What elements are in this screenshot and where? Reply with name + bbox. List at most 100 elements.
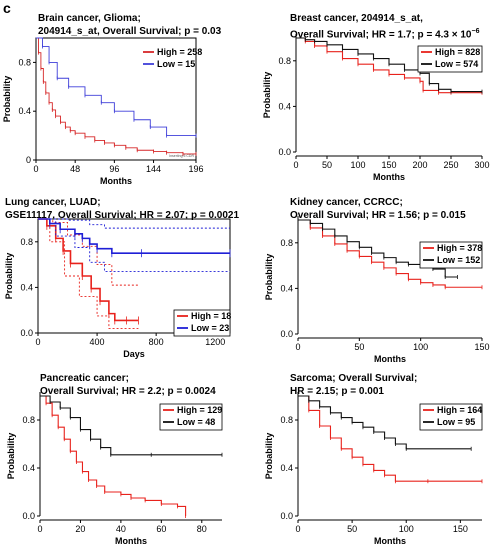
legend-box bbox=[417, 45, 483, 73]
ci-upper-line bbox=[38, 218, 230, 229]
legend: High = 164 Low = 95 bbox=[419, 403, 483, 431]
panel-title-line1: Kidney cancer, CCRCC; bbox=[290, 197, 403, 208]
km-panel-0: 0 48 96 144 196 0 0.4 0.8 Months Probability High … bbox=[2, 37, 204, 186]
panel-title-line1: Lung cancer, LUAD; bbox=[5, 197, 101, 208]
ci-lower-line bbox=[38, 218, 230, 272]
y-tick-label: 0.0 bbox=[20, 328, 33, 338]
ci-lower-line bbox=[38, 218, 139, 329]
survival-curve bbox=[298, 395, 472, 450]
x-tick-label: 50 bbox=[354, 342, 364, 352]
y-tick-label: 0.8 bbox=[20, 237, 33, 247]
legend-box bbox=[173, 309, 231, 337]
y-axis-label: Probability bbox=[2, 76, 12, 123]
x-tick-label: 0 bbox=[35, 337, 40, 347]
legend-box bbox=[159, 403, 223, 431]
survival-curve bbox=[36, 37, 196, 137]
x-tick-label: 50 bbox=[347, 524, 357, 534]
x-tick-label: 400 bbox=[90, 337, 105, 347]
panel-title-line2: GSE11117, Overall Survival; HR = 2.07; p… bbox=[5, 210, 240, 221]
survival-curve bbox=[38, 218, 139, 322]
legend: High = 129 Low = 48 bbox=[159, 403, 223, 431]
legend-label: High = 18 bbox=[191, 311, 231, 321]
legend-label: High = 164 bbox=[437, 405, 482, 415]
footnote: Inserting 5 CDR bbox=[169, 154, 194, 158]
x-tick-label: 100 bbox=[399, 524, 414, 534]
x-tick-label: 200 bbox=[412, 160, 427, 170]
legend-label: Low = 95 bbox=[437, 417, 475, 427]
y-tick-label: 0.8 bbox=[280, 238, 293, 248]
x-axis-label: Months bbox=[373, 172, 405, 182]
x-tick-label: 150 bbox=[453, 524, 468, 534]
y-tick-label: 0.4 bbox=[18, 106, 31, 116]
y-tick-label: 0.8 bbox=[280, 415, 293, 425]
y-tick-label: 0.0 bbox=[280, 329, 293, 339]
panel-title-line1: Pancreatic cancer; bbox=[40, 373, 129, 384]
x-tick-label: 150 bbox=[381, 160, 396, 170]
y-axis-label: Probability bbox=[264, 254, 274, 301]
km-panel-5: 0 50 100 150 0.0 0.4 0.8 Months Probability High … bbox=[264, 392, 483, 546]
legend-label: High = 378 bbox=[437, 243, 482, 253]
x-tick-label: 20 bbox=[75, 524, 85, 534]
panel-title-line1: Breast cancer, 204914_s_at, bbox=[290, 13, 423, 24]
panel-title-sarcoma: Sarcoma; Overall Survival; HR = 2.15; p … bbox=[290, 372, 417, 398]
x-tick-label: 0 bbox=[295, 524, 300, 534]
y-tick-label: 0.4 bbox=[20, 282, 33, 292]
x-axis-label: Months bbox=[100, 176, 132, 186]
y-tick-label: 0.0 bbox=[22, 511, 35, 521]
y-tick-label: 0.4 bbox=[280, 463, 293, 473]
x-axis-label: Months bbox=[115, 536, 147, 546]
legend: High = 828 Low = 574 bbox=[417, 45, 483, 73]
plot-frame bbox=[35, 37, 197, 161]
x-axis-label: Months bbox=[374, 354, 406, 364]
y-tick-label: 0 bbox=[26, 155, 31, 165]
y-tick-label: 0.4 bbox=[278, 101, 291, 111]
y-tick-label: 0.0 bbox=[280, 511, 293, 521]
x-axis-label: Days bbox=[123, 349, 145, 359]
legend-label: High = 828 bbox=[435, 47, 480, 57]
x-tick-label: 0 bbox=[295, 342, 300, 352]
y-tick-label: 0.4 bbox=[280, 283, 293, 293]
km-panel-3: 0 50 100 150 0.0 0.4 0.8 Months Probability High … bbox=[264, 216, 490, 364]
panel-title-breast: Breast cancer, 204914_s_at, Overall Surv… bbox=[290, 12, 479, 41]
legend-label: High = 129 bbox=[177, 405, 222, 415]
y-tick-label: 0.8 bbox=[18, 57, 31, 67]
x-tick-label: 800 bbox=[149, 337, 164, 347]
x-tick-label: 100 bbox=[413, 342, 428, 352]
panel-title-kidney: Kidney cancer, CCRCC; Overall Survival; … bbox=[290, 196, 466, 222]
x-tick-label: 50 bbox=[322, 160, 332, 170]
plot-frame bbox=[37, 218, 231, 334]
title-superscript: −6 bbox=[471, 28, 480, 35]
km-panel-2: 0 400 800 1200 0.0 0.4 0.8 Days Probability High … bbox=[4, 218, 231, 359]
x-tick-label: 0 bbox=[37, 524, 42, 534]
x-tick-label: 100 bbox=[350, 160, 365, 170]
legend-label: Low = 574 bbox=[435, 59, 478, 69]
x-axis-label: Months bbox=[374, 536, 406, 546]
legend: High = 258 Low = 15 bbox=[143, 47, 202, 69]
x-tick-label: 80 bbox=[197, 524, 207, 534]
legend: High = 378 Low = 152 bbox=[419, 241, 483, 269]
y-tick-label: 0.0 bbox=[278, 147, 291, 157]
x-tick-label: 150 bbox=[474, 342, 489, 352]
x-tick-label: 144 bbox=[146, 164, 161, 174]
x-tick-label: 0 bbox=[293, 160, 298, 170]
x-tick-label: 60 bbox=[156, 524, 166, 534]
y-axis-label: Probability bbox=[264, 433, 274, 480]
legend-label: Low = 15 bbox=[157, 59, 195, 69]
panel-letter: c bbox=[3, 0, 11, 16]
y-tick-label: 0.8 bbox=[278, 56, 291, 66]
x-tick-label: 40 bbox=[116, 524, 126, 534]
panel-title-pancreatic: Pancreatic cancer; Overall Survival; HR … bbox=[40, 372, 216, 398]
legend: High = 18 Low = 23 bbox=[173, 309, 231, 337]
y-axis-label: Probability bbox=[4, 253, 14, 300]
survival-curve bbox=[298, 219, 482, 288]
legend-label: High = 258 bbox=[157, 47, 202, 57]
y-axis-label: Probability bbox=[6, 433, 16, 480]
panel-title-line2: 204914_s_at, Overall Survival; p = 0.03 bbox=[38, 26, 222, 37]
legend-box bbox=[419, 241, 483, 269]
y-axis-label: Probability bbox=[262, 72, 272, 119]
y-tick-label: 0.8 bbox=[22, 415, 35, 425]
x-tick-label: 300 bbox=[474, 160, 489, 170]
survival-curve bbox=[36, 37, 196, 155]
legend-label: Low = 152 bbox=[437, 255, 480, 265]
